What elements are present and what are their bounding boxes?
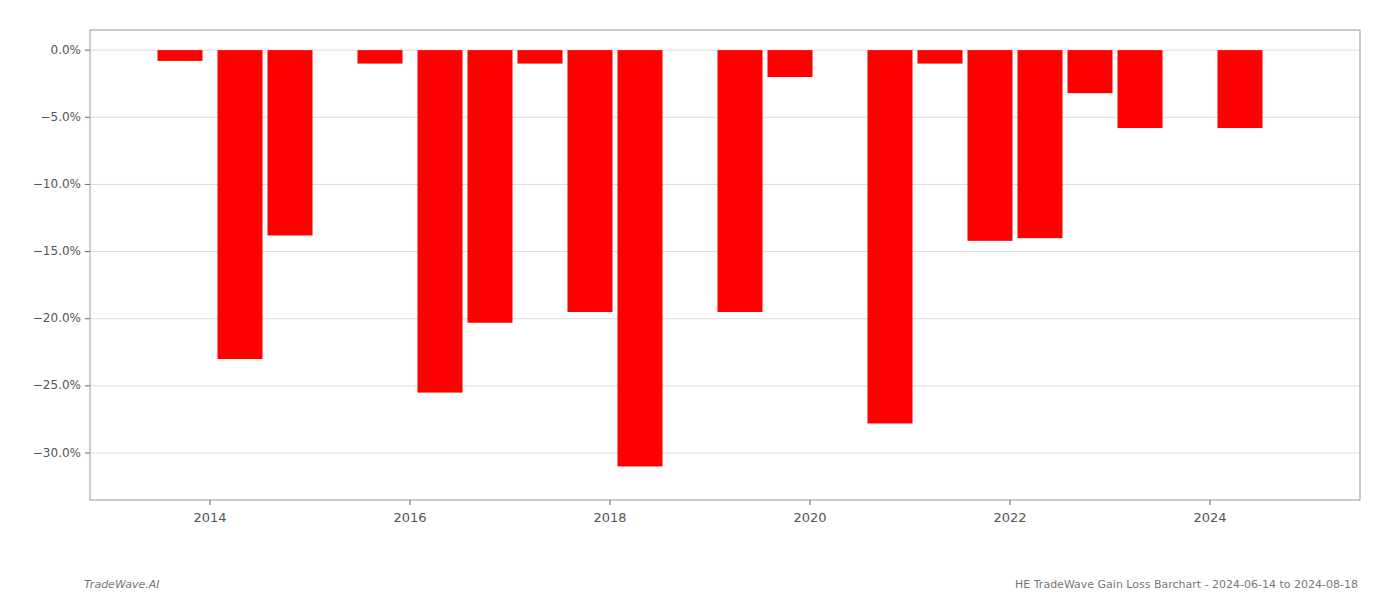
y-grid	[90, 50, 1360, 453]
bar	[768, 50, 813, 77]
bar	[1068, 50, 1113, 93]
x-tick	[1210, 500, 1211, 505]
plot-frame	[90, 30, 1360, 500]
y-tick	[85, 385, 90, 386]
grid-line	[90, 453, 1360, 454]
y-tick	[85, 318, 90, 319]
bar	[1018, 50, 1063, 238]
x-tick-label: 2018	[593, 510, 626, 525]
y-tick-label: −30.0%	[33, 446, 81, 460]
x-tick	[1010, 500, 1011, 505]
bars	[158, 50, 1263, 466]
x-tick-label: 2024	[1193, 510, 1226, 525]
x-tick-label: 2016	[393, 510, 426, 525]
bar	[918, 50, 963, 63]
bar	[518, 50, 563, 63]
footer-left: TradeWave.AI	[84, 578, 159, 591]
bar	[568, 50, 613, 312]
x-tick	[610, 500, 611, 505]
bar	[418, 50, 463, 392]
x-tick	[810, 500, 811, 505]
bar	[158, 50, 203, 61]
x-tick-label: 2022	[993, 510, 1026, 525]
x-tick-label: 2020	[793, 510, 826, 525]
y-tick	[85, 50, 90, 51]
x-tick	[410, 500, 411, 505]
bar	[968, 50, 1013, 241]
y-axis: 0.0% −5.0% −10.0% −15.0% −20.0% −25.0% −30.0%	[33, 43, 90, 460]
grid-line	[90, 318, 1360, 319]
y-tick-label: −10.0%	[33, 177, 81, 191]
grid-line	[90, 385, 1360, 386]
bar	[468, 50, 513, 323]
bar	[358, 50, 403, 63]
y-tick	[85, 184, 90, 185]
chart: 0.0% −5.0% −10.0% −15.0% −20.0% −25.0% −30.0% 2…	[0, 0, 1400, 600]
bar	[218, 50, 263, 359]
y-tick	[85, 453, 90, 454]
y-tick-label: 0.0%	[51, 43, 82, 57]
y-tick-label: −25.0%	[33, 378, 81, 392]
bar	[1118, 50, 1163, 128]
y-tick	[85, 251, 90, 252]
x-tick-label: 2014	[193, 510, 226, 525]
y-tick-label: −15.0%	[33, 244, 81, 258]
footer-right: HE TradeWave Gain Loss Barchart - 2024-0…	[1015, 578, 1358, 591]
y-tick-label: −20.0%	[33, 311, 81, 325]
x-axis: 2014 2016 2018 2020 2022 2024	[193, 500, 1226, 525]
bar	[618, 50, 663, 466]
bar	[718, 50, 763, 312]
bar	[268, 50, 313, 235]
bar	[1218, 50, 1263, 128]
x-tick	[210, 500, 211, 505]
y-tick	[85, 117, 90, 118]
bar	[868, 50, 913, 423]
y-tick-label: −5.0%	[40, 110, 81, 124]
